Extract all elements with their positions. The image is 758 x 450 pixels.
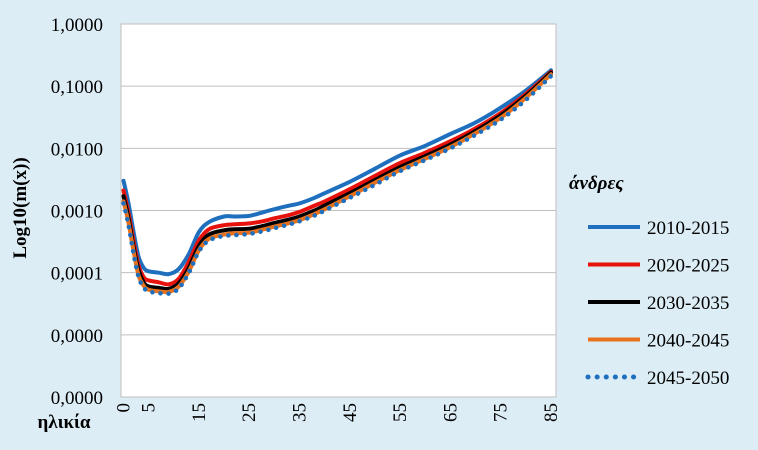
x-tick-labels: 0 5 15 25 35 45 55 65 75 85: [114, 403, 562, 422]
legend-title: άνδρες: [569, 173, 624, 194]
x-tick-label: 85: [541, 403, 562, 422]
legend-label: 2030-2035: [647, 293, 729, 314]
x-tick-label: 15: [189, 403, 210, 422]
x-tick-label: 55: [390, 403, 411, 422]
x-axis-title: ηλικία: [37, 412, 90, 433]
y-axis-title: Log10(m(x)): [10, 157, 31, 258]
x-tick-label: 65: [440, 403, 461, 422]
series-line-2030-2035: [121, 70, 553, 292]
y-tick-label: 0,1000: [51, 77, 103, 98]
legend-label: 2045-2050: [647, 368, 729, 389]
y-tick-label: 0,0000: [51, 326, 103, 347]
x-tick-label: 25: [239, 403, 260, 422]
y-tick-label: 1,0000: [51, 15, 103, 36]
x-tick-label: 0: [114, 403, 135, 413]
x-tick-label: 5: [139, 403, 160, 413]
legend: 2010-2015 2020-2025 2030-2035 2040-2045 2045…: [585, 218, 729, 389]
legend-label: 2040-2045: [647, 331, 729, 352]
gridlines: [121, 85, 556, 336]
series-line-2040-2045: [121, 72, 553, 295]
x-tick-label: 35: [290, 403, 311, 422]
series-lines: [121, 68, 554, 297]
series-line-2020-2025: [121, 69, 553, 287]
series-line-2010-2015: [121, 68, 553, 277]
legend-label: 2010-2015: [647, 218, 729, 239]
y-tick-labels: 1,0000 0,1000 0,0100 0,0010 0,0001 0,0000 0,00…: [51, 15, 103, 409]
y-tick-label: 0,0000: [51, 388, 103, 409]
y-tick-label: 0,0001: [51, 264, 103, 285]
x-tick-label: 75: [491, 403, 512, 422]
legend-label: 2020-2025: [647, 256, 729, 277]
x-tick-label: 45: [340, 403, 361, 422]
y-tick-label: 0,0100: [51, 139, 103, 160]
y-tick-label: 0,0010: [51, 202, 103, 223]
